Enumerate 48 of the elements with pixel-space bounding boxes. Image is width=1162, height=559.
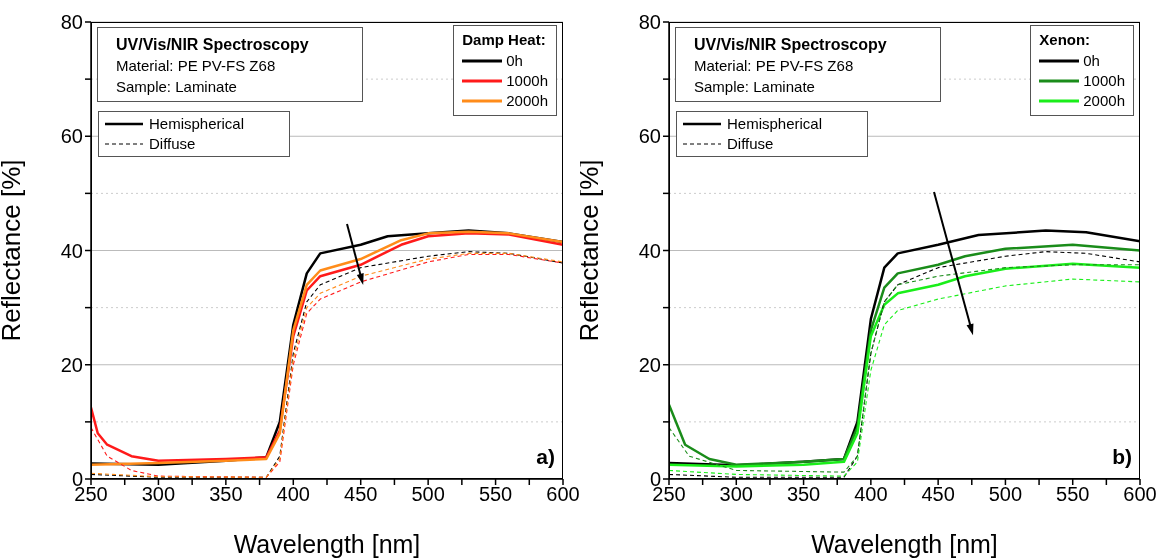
annotation: Hemispherical	[149, 114, 245, 134]
x-tick-label: 450	[921, 483, 955, 506]
legend-label: 1000h	[1083, 71, 1125, 91]
y-axis-title: Reflectance [%]	[0, 159, 27, 342]
y-tick-label: 60	[60, 125, 83, 148]
legend-label: 0h	[506, 51, 523, 71]
x-tick-label: 500	[411, 483, 445, 506]
x-tick-label: 300	[719, 483, 753, 506]
x-axis-title: Wavelength [nm]	[233, 530, 421, 558]
legend-label: 0h	[1083, 51, 1100, 71]
x-tick-label: 600	[1123, 483, 1157, 506]
x-tick-label: 600	[546, 483, 580, 506]
x-tick-label: 400	[276, 483, 310, 506]
x-tick-label: 300	[141, 483, 176, 506]
x-tick-label: 550	[1056, 483, 1090, 506]
annotation: a)	[536, 445, 555, 469]
y-axis-title: Reflectance [%]	[574, 159, 605, 342]
x-tick-label: 450	[344, 483, 378, 506]
legend-label: 1000h	[506, 71, 548, 91]
info-text-box: UV/Vis/NIR Spectroscopy Material: PE PV-FS Z68 Sample: Laminate	[675, 27, 941, 102]
annotation: Hemispherical	[727, 114, 823, 134]
x-tick-label: 550	[478, 483, 513, 506]
x-tick-label: 350	[786, 483, 821, 506]
legend-title: Xenon:	[1039, 30, 1092, 50]
x-tick-label: 400	[854, 483, 888, 506]
y-tick-label: 60	[638, 125, 661, 148]
info-text-box: UV/Vis/NIR Spectroscopy Material: PE PV-FS Z68 Sample: Laminate	[97, 27, 363, 102]
annotation: Sample: Laminate	[116, 77, 238, 97]
y-tick-label: 20	[60, 353, 83, 376]
legend-label: 2000h	[506, 91, 548, 111]
annotation: Sample: Laminate	[694, 77, 816, 97]
x-tick-label: 500	[988, 483, 1023, 506]
y-tick-label: 40	[638, 239, 661, 262]
annotation: UV/Vis/NIR Spectroscopy	[694, 35, 888, 55]
annotation: b)	[1112, 445, 1132, 469]
annotation: UV/Vis/NIR Spectroscopy	[116, 35, 310, 55]
annotation: Diffuse	[727, 134, 774, 154]
legend-label: 2000h	[1083, 91, 1125, 111]
y-tick-label: 80	[60, 11, 83, 34]
x-axis-title: Wavelength [nm]	[811, 530, 998, 558]
y-tick-label: 80	[638, 11, 661, 34]
annotation: Material: PE PV-FS Z68	[116, 56, 277, 76]
annotation: Diffuse	[149, 134, 196, 154]
y-tick-label: 40	[60, 239, 83, 262]
x-tick-label: 350	[209, 483, 243, 506]
legend-title: Damp Heat:	[462, 30, 547, 50]
annotation: Material: PE PV-FS Z68	[694, 56, 855, 76]
y-tick-label: 20	[638, 353, 661, 376]
